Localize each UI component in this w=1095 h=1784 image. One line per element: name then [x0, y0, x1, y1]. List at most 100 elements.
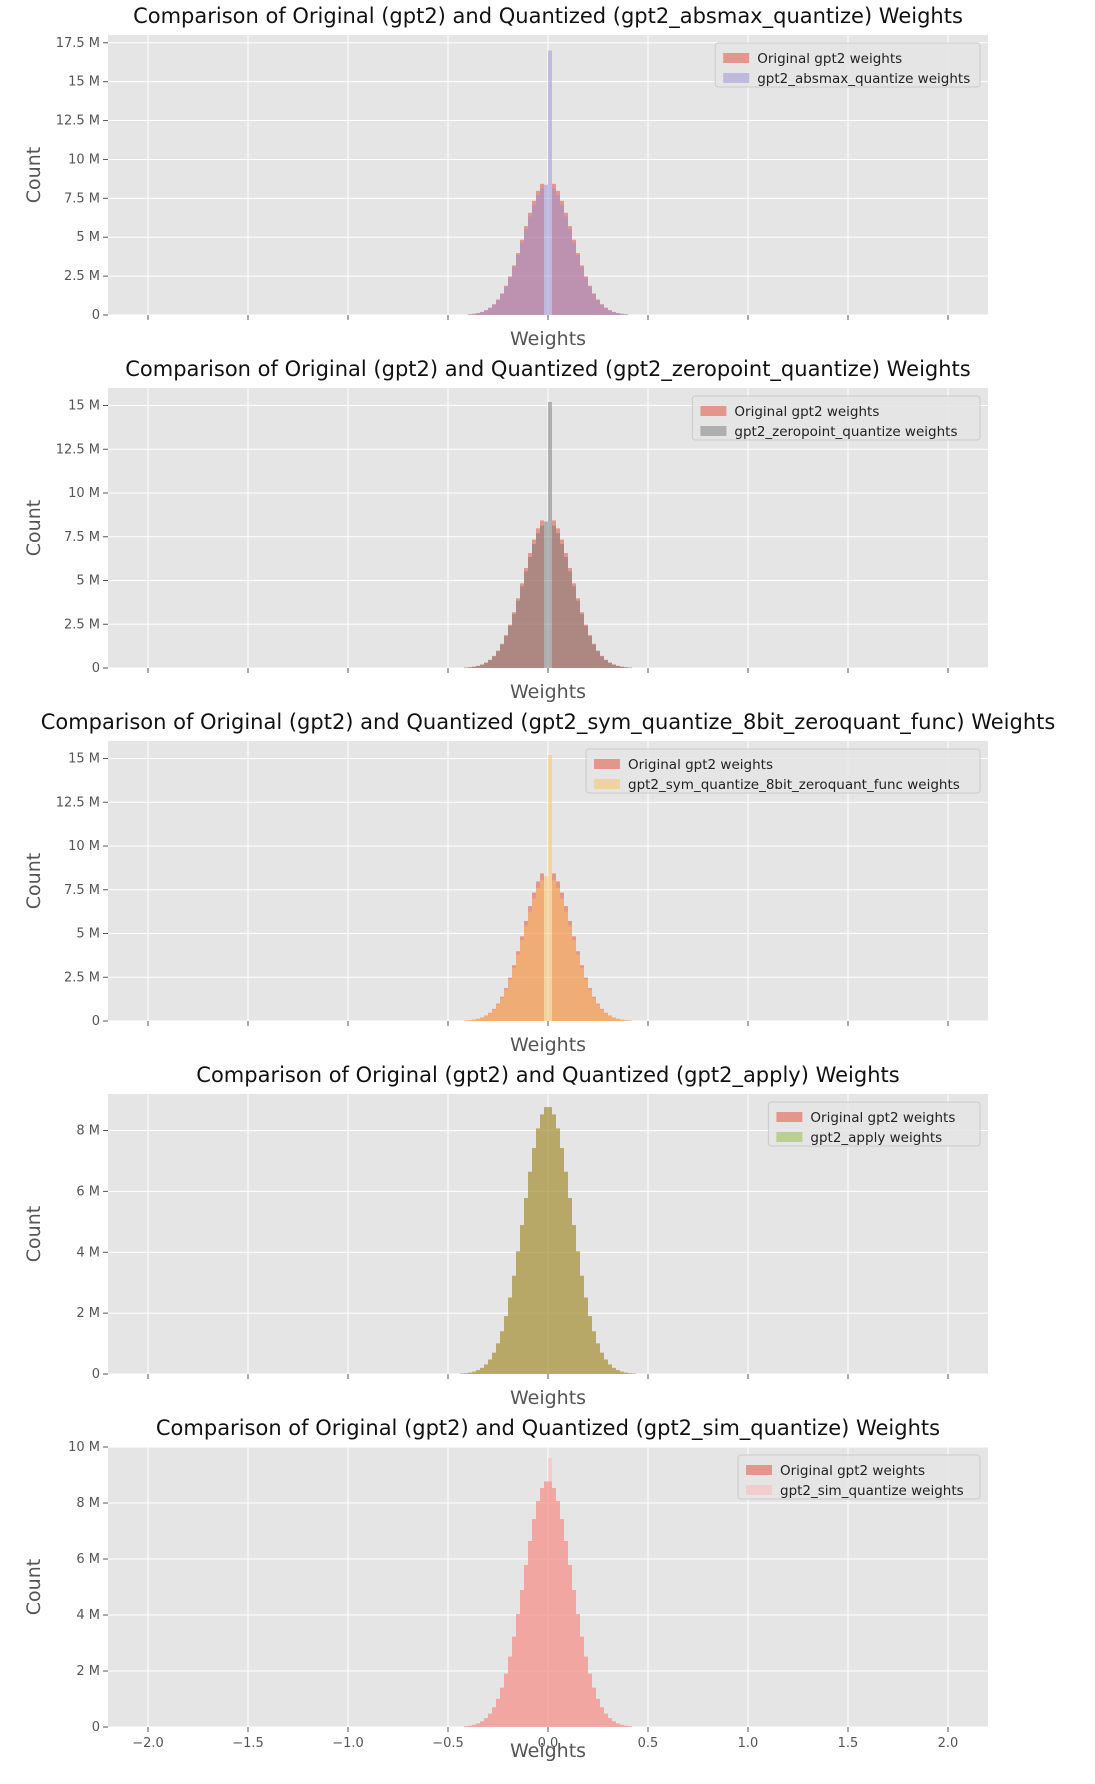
histogram-bar	[580, 1636, 584, 1727]
histogram-bar	[576, 255, 580, 315]
y-tick-label: 4 M	[76, 1245, 100, 1260]
histogram-bar	[488, 660, 492, 668]
histogram-bar	[508, 1297, 512, 1374]
legend-label: Original gpt2 weights	[757, 51, 902, 67]
x-tick-label: −1.0	[332, 1736, 364, 1751]
histogram-bar	[524, 229, 528, 315]
histogram-bar	[600, 656, 604, 668]
histogram-bar	[500, 1331, 504, 1374]
legend: Original gpt2 weights gpt2_sym_quantize_8…	[585, 748, 981, 794]
histogram-bar	[512, 1636, 516, 1727]
histogram-bar	[464, 1726, 468, 1727]
y-tick-label: 7.5 M	[64, 530, 100, 545]
histogram-bar	[616, 665, 620, 668]
legend-swatch	[700, 426, 727, 436]
x-axis-label: Weights	[510, 1740, 586, 1762]
histogram-bar	[588, 286, 592, 315]
histogram-bar	[628, 1726, 632, 1727]
histogram-bar	[612, 1721, 616, 1727]
legend-swatch	[723, 53, 750, 63]
x-tick-label: −0.5	[432, 1736, 464, 1751]
legend-swatch	[700, 406, 727, 416]
chart-title: Comparison of Original (gpt2) and Quanti…	[133, 4, 963, 29]
chart-panel-4: 0 2 M 4 M 6 M 8 M Comparison of Original (gpt…	[23, 1063, 988, 1409]
histogram-bar	[504, 1316, 508, 1374]
histogram-bar	[592, 1687, 596, 1727]
histogram-bar	[556, 1128, 560, 1374]
histogram-bar	[592, 294, 596, 315]
histogram-bar	[484, 662, 488, 668]
y-tick-label: 2 M	[76, 1664, 100, 1679]
histogram-bar	[572, 940, 576, 1021]
series-2	[464, 402, 632, 668]
histogram-bar	[568, 1565, 572, 1727]
histogram-bar	[568, 571, 572, 668]
chart-title: Comparison of Original (gpt2) and Quanti…	[196, 1063, 899, 1088]
histogram-bar	[584, 1656, 588, 1727]
histogram-bar	[588, 989, 592, 1021]
chart-title: Comparison of Original (gpt2) and Quanti…	[41, 710, 1056, 735]
histogram-bar	[516, 1251, 520, 1374]
histogram-bar	[560, 1148, 564, 1374]
histogram-bar	[624, 1372, 628, 1374]
histogram-bar	[548, 50, 552, 316]
y-tick-label: 7.5 M	[64, 883, 100, 898]
histogram-bar	[468, 667, 472, 668]
histogram-bar	[492, 1009, 496, 1021]
y-tick-label: 2 M	[76, 1306, 100, 1321]
histogram-bar	[536, 533, 540, 668]
y-tick-label: 6 M	[76, 1184, 100, 1199]
histogram-bar	[488, 1713, 492, 1727]
histogram-bar	[540, 188, 544, 315]
histogram-bar	[552, 1114, 556, 1374]
y-tick-label: 17.5 M	[56, 36, 100, 51]
y-tick-label: 0	[92, 1720, 100, 1735]
histogram-bar	[480, 1367, 484, 1374]
histogram-bar	[580, 1275, 584, 1374]
y-tick-label: 12.5 M	[56, 114, 100, 129]
y-axis-label: Count	[23, 1206, 45, 1262]
histogram-bar	[612, 664, 616, 668]
legend-label: gpt2_zeropoint_quantize weights	[734, 424, 957, 440]
histogram-bar	[588, 1316, 592, 1374]
histogram-bar	[512, 267, 516, 315]
histogram-bar	[524, 1565, 528, 1727]
histogram-bar	[608, 1364, 612, 1374]
histogram-bar	[484, 1364, 488, 1374]
y-tick-label: 2.5 M	[64, 617, 100, 632]
histogram-bar	[512, 1275, 516, 1374]
histogram-bar	[472, 1371, 476, 1374]
histogram-bar	[572, 242, 576, 315]
histogram-bar	[504, 989, 508, 1021]
histogram-bar	[616, 1723, 620, 1727]
histogram-bar	[576, 1251, 580, 1374]
histogram-bar	[552, 880, 556, 1021]
histogram-bar	[600, 1707, 604, 1727]
histogram-bar	[572, 1225, 576, 1374]
histogram-bar	[524, 571, 528, 668]
histogram-bar	[552, 525, 556, 668]
histogram-bar	[480, 1017, 484, 1021]
histogram-bar	[492, 656, 496, 668]
histogram-bar	[604, 307, 608, 315]
chart-panel-3: 0 2.5 M 5 M 7.5 M 10 M 12.5 M 15 M Comparison o…	[23, 710, 1055, 1056]
histogram-bar	[576, 1614, 580, 1727]
histogram-bar	[548, 1458, 552, 1727]
legend-swatch	[594, 779, 620, 789]
histogram-bar	[496, 1343, 500, 1374]
legend: Original gpt2 weights gpt2_absmax_quantiz…	[714, 42, 981, 88]
histogram-bar	[508, 626, 512, 668]
histogram-bar	[584, 626, 588, 668]
histogram-bar	[468, 1372, 472, 1374]
histogram-bar	[528, 1541, 532, 1727]
histogram-bar	[532, 1148, 536, 1374]
histogram-bar	[624, 1020, 628, 1021]
histogram-bar	[488, 307, 492, 315]
histogram-bar	[620, 1724, 624, 1727]
x-axis-label: Weights	[510, 1034, 586, 1056]
legend-swatch	[723, 73, 750, 83]
legend-swatch	[776, 1132, 803, 1142]
histogram-bar	[568, 1198, 572, 1374]
y-tick-label: 5 M	[76, 574, 100, 589]
histogram-bar	[620, 1371, 624, 1374]
